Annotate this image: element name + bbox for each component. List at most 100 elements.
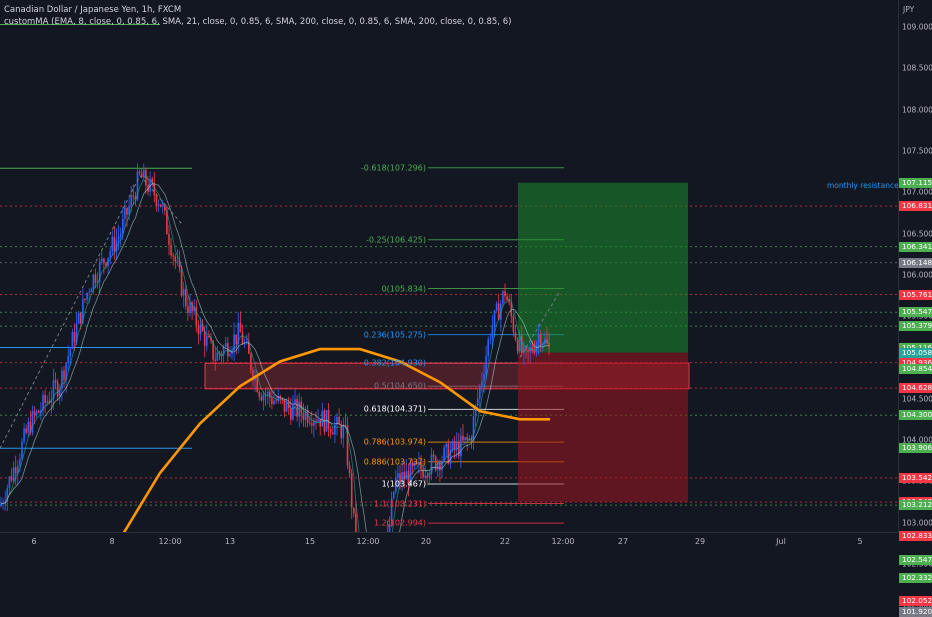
candle: [487, 339, 489, 356]
candle: [191, 302, 193, 312]
candles: [0, 163, 550, 532]
candle: [182, 289, 185, 296]
candle: [170, 244, 172, 256]
candle: [185, 289, 187, 307]
candle: [489, 339, 492, 341]
candle: [334, 424, 336, 435]
fib-label: -0.618(107.296): [360, 163, 426, 173]
candle: [508, 300, 510, 303]
candle: [420, 462, 422, 470]
candle: [195, 306, 198, 326]
price-badge: 106.341: [899, 241, 932, 252]
candle: [42, 395, 44, 411]
time-label: Jul: [776, 537, 786, 546]
price-badge: 103.212: [899, 500, 932, 511]
candle: [208, 335, 210, 338]
candle: [220, 353, 223, 356]
candle: [50, 399, 53, 403]
candle: [136, 171, 139, 200]
candle: [392, 491, 395, 499]
target-zone: [518, 182, 688, 353]
candle: [439, 462, 441, 471]
candle: [172, 255, 174, 257]
candle: [101, 258, 103, 262]
candle: [491, 326, 494, 340]
candle: [269, 391, 271, 398]
price-tick: 107.000: [902, 187, 932, 197]
time-label: 12:00: [158, 537, 182, 546]
candle: [443, 447, 445, 461]
candle: [130, 195, 132, 206]
candle: [518, 335, 521, 352]
candle: [277, 395, 279, 402]
candle: [109, 251, 111, 258]
price-badge: 102.332: [899, 572, 932, 583]
candle: [222, 347, 225, 356]
candle: [113, 236, 116, 252]
candle: [350, 472, 353, 508]
price-badge: 104.300: [899, 410, 932, 421]
price-badge: 102.833: [899, 531, 932, 542]
candle: [96, 281, 99, 284]
price-badge: 103.542: [899, 472, 932, 483]
candle: [178, 260, 181, 268]
candle: [304, 410, 307, 420]
time-axis[interactable]: 6 8 12:00 13 15 12:00 20 22 12:00 27 29 Jul 5: [0, 532, 898, 551]
candle: [336, 416, 338, 425]
price-tick: 106.000: [902, 270, 932, 280]
candle: [533, 350, 536, 353]
candle: [472, 416, 475, 441]
candle: [197, 325, 200, 335]
fib-label: 0.786(103.974): [363, 437, 426, 447]
candle: [348, 465, 351, 473]
price-badge: 105.379: [899, 321, 932, 332]
candle: [140, 172, 143, 178]
candle: [447, 443, 450, 464]
trend-line: [519, 291, 561, 358]
price-tick: 107.500: [902, 146, 932, 156]
candle: [176, 260, 179, 262]
candle: [449, 450, 452, 464]
candle: [298, 401, 300, 417]
candle: [248, 341, 250, 354]
candle: [203, 330, 206, 346]
price-badge: 105.547: [899, 307, 932, 318]
candle: [273, 400, 275, 404]
candle: [80, 312, 82, 324]
candle: [252, 370, 254, 381]
candle: [260, 396, 263, 401]
candle: [527, 349, 529, 352]
candle: [458, 442, 460, 457]
candle: [138, 171, 141, 173]
candle: [485, 355, 487, 375]
candle: [155, 195, 158, 206]
candle: [481, 380, 483, 386]
candle: [212, 340, 214, 360]
candle: [413, 462, 416, 467]
candle: [44, 395, 46, 403]
candle: [317, 419, 319, 422]
candle: [285, 402, 288, 412]
time-label: 13: [224, 537, 236, 546]
price-badge: 107.115: [899, 177, 932, 188]
candle: [88, 291, 90, 293]
candle: [346, 425, 349, 466]
candle: [19, 458, 21, 466]
candle: [52, 380, 55, 400]
candle: [302, 413, 305, 420]
trend-line: [139, 175, 184, 226]
candle: [71, 332, 74, 349]
price-chart[interactable]: [0, 0, 898, 532]
candle: [122, 218, 124, 234]
candle: [206, 335, 208, 346]
candle: [111, 236, 114, 252]
candle: [201, 323, 204, 331]
candle: [126, 208, 128, 215]
candle: [168, 234, 170, 245]
candle: [174, 256, 177, 262]
price-axis[interactable]: JPY 109.000 108.500 108.000 107.500 107.000 1…: [898, 0, 932, 617]
fib-label: -0.25(106.425): [365, 235, 426, 245]
candle: [445, 443, 447, 448]
chart-area[interactable]: Canadian Dollar / Japanese Yen, 1h, FXCM…: [0, 0, 898, 532]
price-tick: 103.000: [902, 518, 932, 528]
